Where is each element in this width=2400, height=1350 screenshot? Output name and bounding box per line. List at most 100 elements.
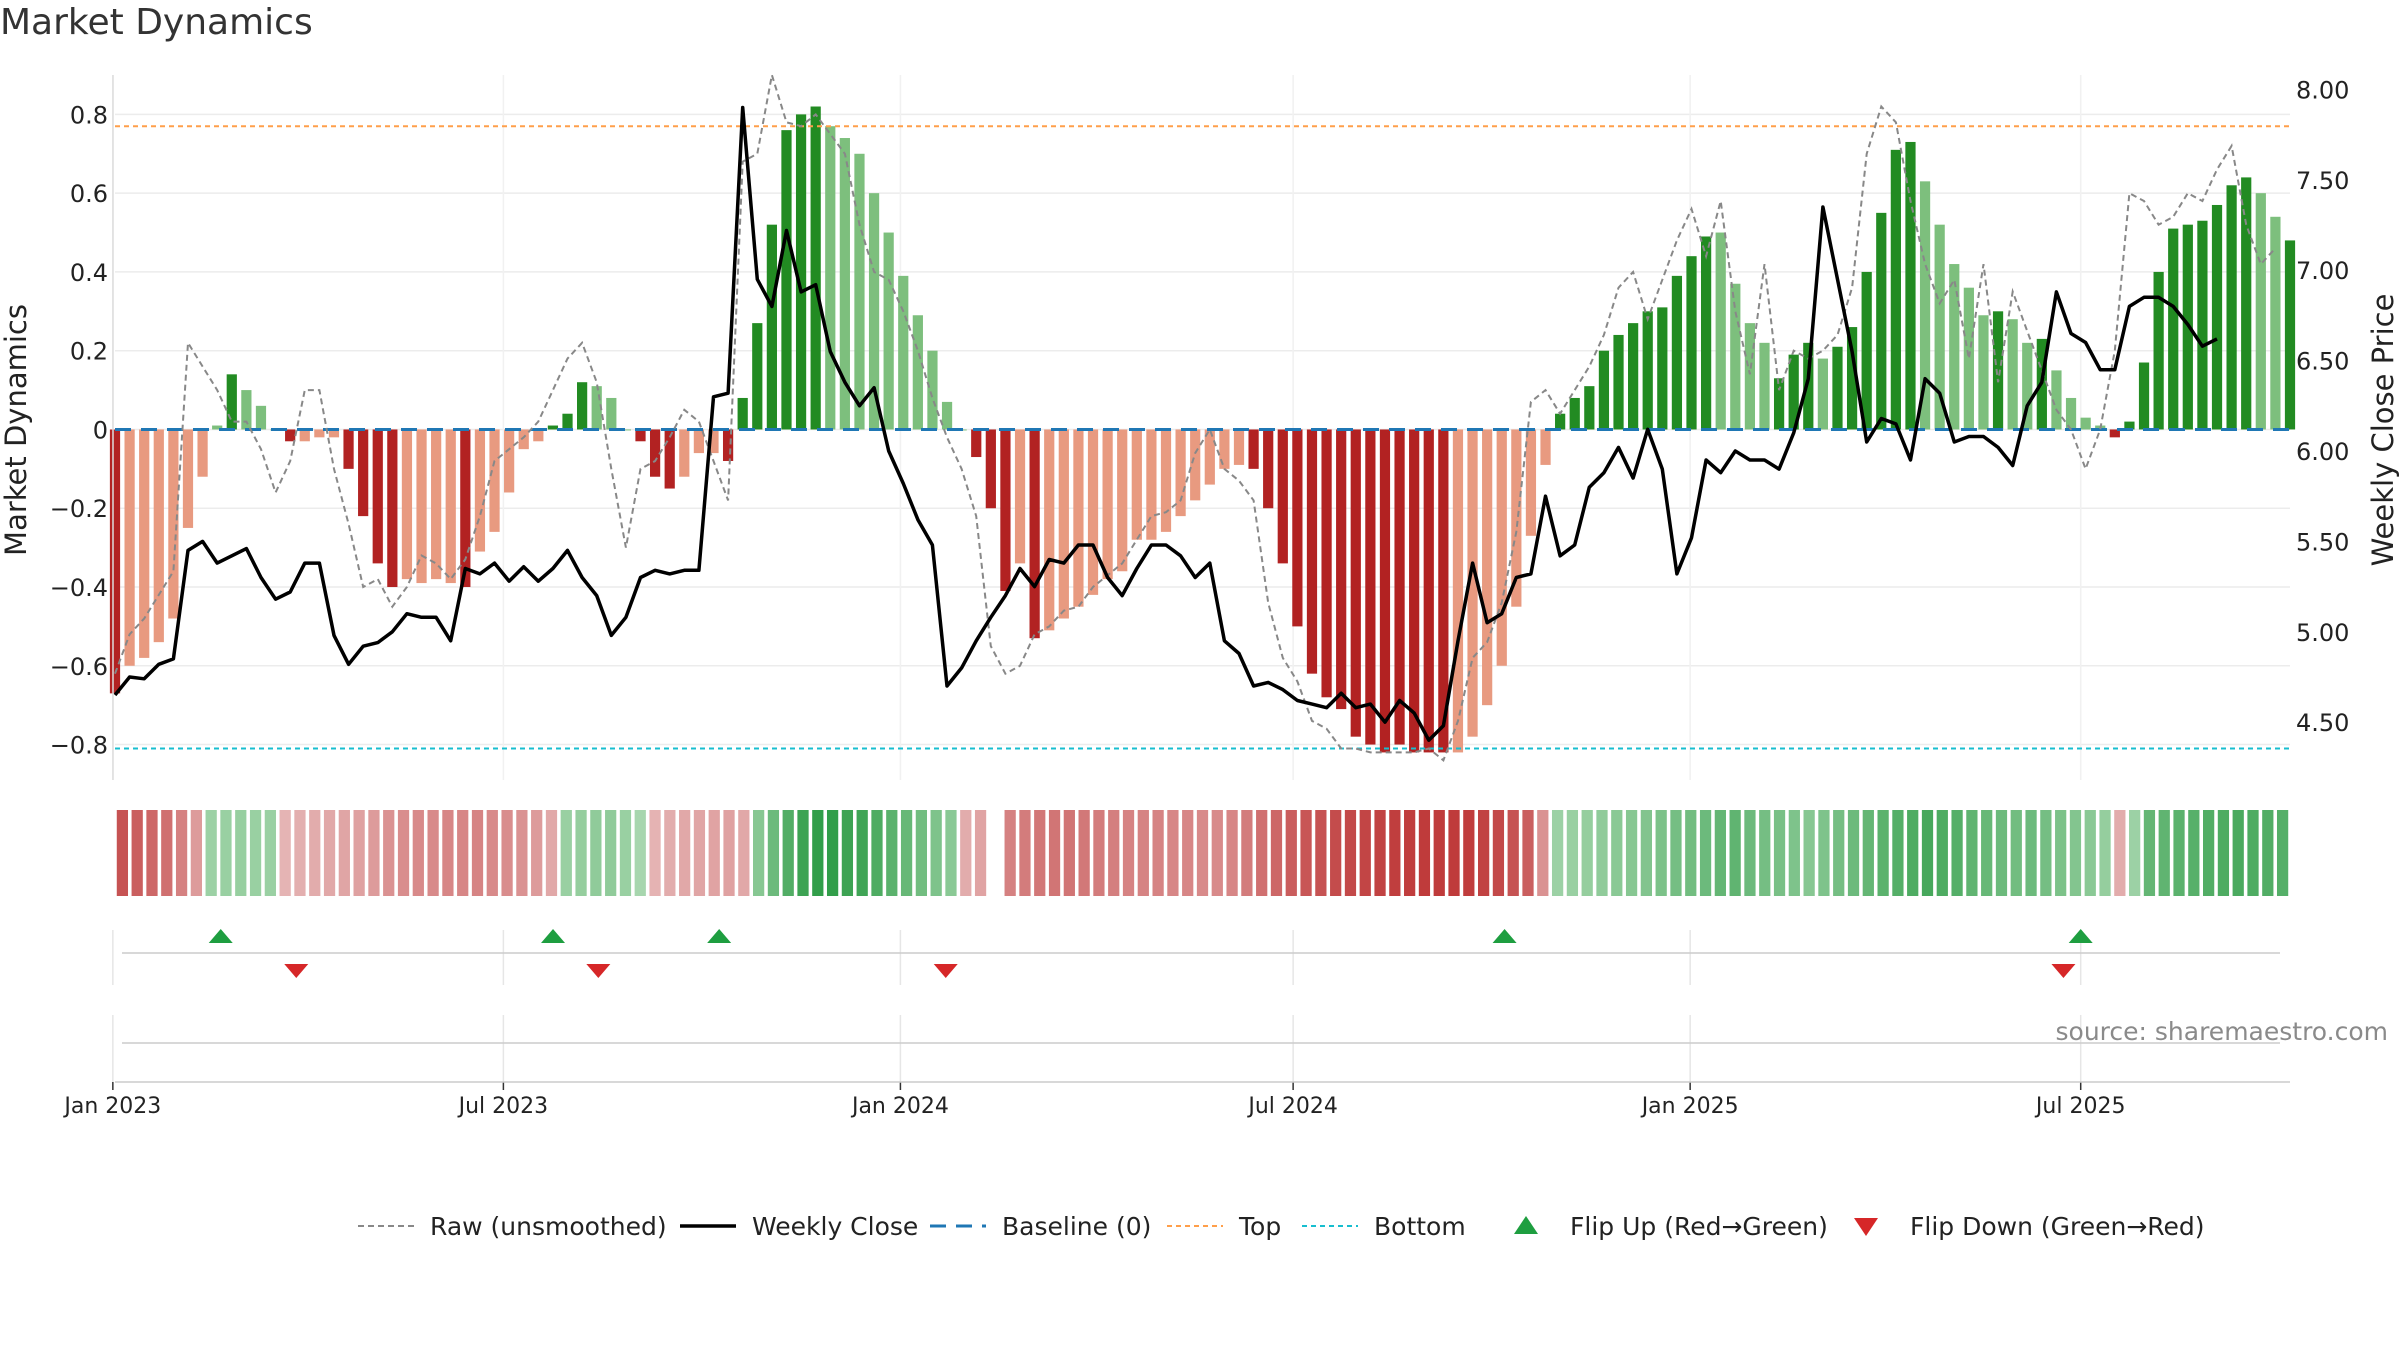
regime-cell <box>1478 810 1490 896</box>
regime-cell <box>575 810 587 896</box>
dynamics-bar <box>445 429 456 584</box>
regime-cell <box>974 810 987 896</box>
regime-cell <box>412 810 424 896</box>
y-tick-label: −0.2 <box>50 495 108 523</box>
dynamics-bar <box>679 429 690 477</box>
dynamics-bar <box>1452 429 1464 753</box>
dynamics-bar <box>1482 429 1493 706</box>
regime-cell <box>1522 810 1534 896</box>
regime-cell <box>116 810 129 896</box>
regime-cell <box>161 810 173 896</box>
regime-cell <box>930 810 942 896</box>
dynamics-bar <box>752 323 763 430</box>
regime-cell <box>427 810 439 896</box>
regime-cell <box>782 810 794 896</box>
regime-cell <box>1374 810 1386 896</box>
dynamics-bar <box>504 429 515 493</box>
legend-label: Flip Up (Red→Green) <box>1570 1212 1828 1241</box>
regime-cell <box>753 810 765 896</box>
regime-cell <box>619 810 632 896</box>
regime-cell <box>797 810 809 896</box>
regime-cell <box>1818 810 1830 896</box>
regime-cell <box>900 810 913 896</box>
regime-cell <box>812 810 824 896</box>
regime-cell <box>1270 810 1283 896</box>
dynamics-bar <box>343 429 354 469</box>
dynamics-bar <box>1861 271 1872 430</box>
regime-cell <box>2203 810 2215 896</box>
regime-cell <box>1019 810 1031 896</box>
dynamics-bar <box>255 405 267 430</box>
regime-cell <box>2217 810 2230 896</box>
regime-cell <box>1981 810 1993 896</box>
regime-cell <box>1463 810 1475 896</box>
regime-cell <box>841 810 854 896</box>
legend-label: Top <box>1238 1212 1281 1241</box>
dynamics-bar <box>868 193 880 430</box>
dynamics-bar <box>1073 429 1084 607</box>
dynamics-bar <box>1584 386 1595 430</box>
regime-cell <box>1196 810 1209 896</box>
triangle-down-icon <box>1854 1218 1878 1236</box>
dynamics-bar <box>387 429 398 588</box>
regime-cell <box>2158 810 2170 896</box>
regime-cell <box>2084 810 2096 896</box>
y2-tick-label: 6.50 <box>2296 348 2349 376</box>
dynamics-bar <box>1949 264 1960 430</box>
flip-down-marker <box>2051 964 2076 978</box>
grid-layer <box>112 75 2290 780</box>
regime-cell <box>1596 810 1608 896</box>
y2-tick-label: 6.00 <box>2296 438 2349 466</box>
dynamics-bar <box>1058 429 1069 619</box>
y2-tick-label: 4.50 <box>2296 709 2349 737</box>
regime-cell <box>1744 810 1756 896</box>
regime-cell <box>2010 810 2022 896</box>
dynamics-bar <box>941 401 953 430</box>
regime-cell <box>264 810 276 896</box>
regime-cell <box>1315 810 1327 896</box>
dynamics-bar <box>1102 429 1113 580</box>
regime-cell <box>501 810 513 896</box>
dynamics-bar <box>1365 429 1376 745</box>
regime-cell <box>1344 810 1357 896</box>
regime-cell <box>205 810 217 896</box>
dynamics-bar <box>401 429 413 580</box>
dynamics-bar <box>372 429 383 564</box>
regime-cell <box>190 810 202 896</box>
regime-cell <box>2173 810 2185 896</box>
legend-label: Flip Down (Green→Red) <box>1910 1212 2205 1241</box>
regime-cell <box>1803 810 1815 896</box>
regime-cell <box>1877 810 1889 896</box>
dynamics-bar <box>854 153 865 430</box>
dynamics-bar <box>985 429 996 509</box>
dynamics-bar <box>635 429 646 442</box>
y2-tick-label: 5.00 <box>2296 619 2349 647</box>
regime-cell <box>1063 810 1075 896</box>
dynamics-bar <box>153 429 164 643</box>
dynamics-bar <box>1146 429 1157 540</box>
dynamics-bar <box>1773 378 1785 430</box>
legend-item: Weekly Close <box>680 1212 918 1241</box>
dynamics-bar <box>591 386 602 430</box>
dynamics-bar <box>810 106 821 430</box>
regime-cell <box>826 810 839 896</box>
dynamics-bar <box>2241 177 2252 430</box>
dynamics-bar <box>795 114 807 430</box>
regime-cell <box>516 810 528 896</box>
dynamics-bar <box>1263 429 1274 509</box>
regime-cell <box>1108 810 1120 896</box>
dynamics-bar <box>1087 429 1099 595</box>
regime-cell <box>309 810 321 896</box>
dynamics-bar <box>722 429 734 461</box>
dynamics-bar <box>1788 354 1799 430</box>
regime-cell <box>1995 810 2008 896</box>
regime-cell <box>338 810 350 896</box>
y-tick-label: 0.4 <box>70 259 108 287</box>
legend-item: Flip Up (Red→Green) <box>1514 1212 1828 1241</box>
flip-down-marker <box>933 964 958 978</box>
regime-cell <box>1729 810 1741 896</box>
regime-cell <box>531 810 543 896</box>
regime-cell <box>1907 810 1919 896</box>
dynamics-bar <box>1525 429 1537 536</box>
legend-label: Raw (unsmoothed) <box>430 1212 667 1241</box>
